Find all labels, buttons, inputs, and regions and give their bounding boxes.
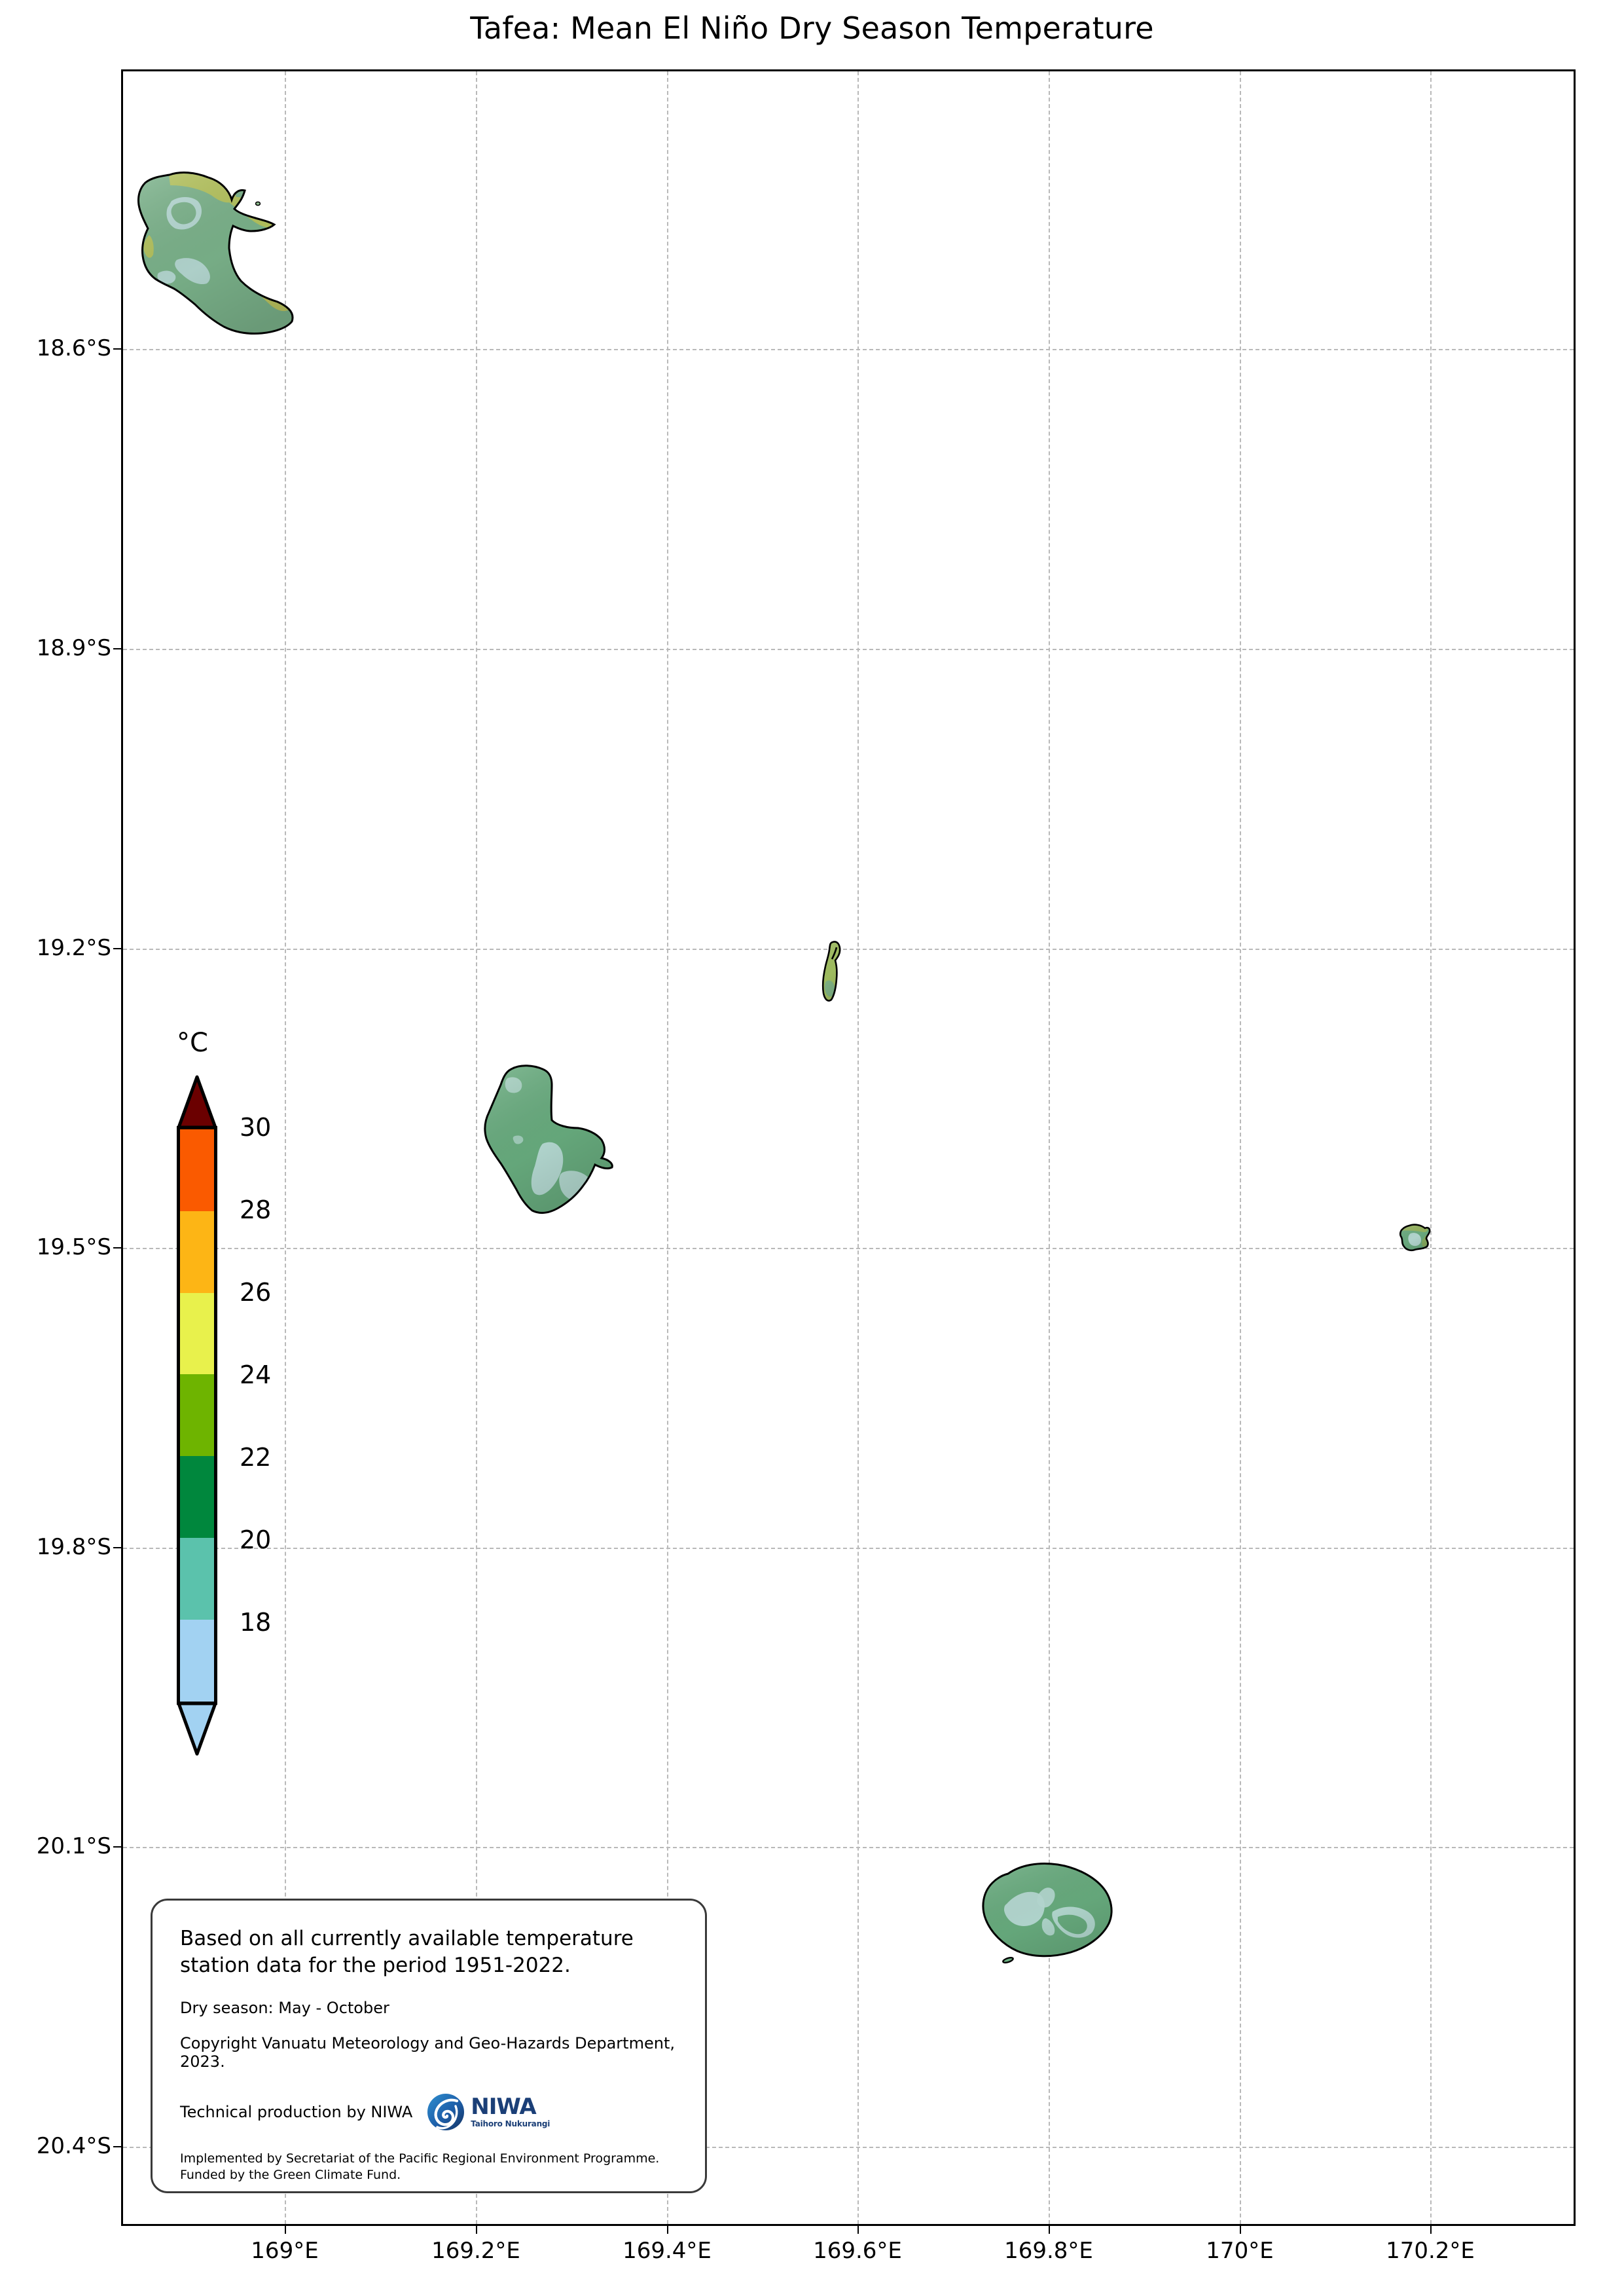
xtick-mark: [1049, 2226, 1050, 2234]
island-tanna: [484, 1065, 613, 1214]
ytick-mark: [113, 1846, 121, 1848]
gridline-horizontal: [123, 349, 1574, 350]
ytick-mark: [113, 1547, 121, 1548]
ytick-label: 19.2°S: [36, 935, 111, 961]
xtick-mark: [857, 2226, 859, 2234]
info-technical-text: Technical production by NIWA: [180, 2102, 413, 2121]
info-box: Based on all currently available tempera…: [151, 1899, 707, 2193]
xtick-mark: [667, 2226, 668, 2234]
page-title: Tafea: Mean El Niño Dry Season Temperatu…: [470, 10, 1154, 46]
island-aniwa: [821, 941, 841, 1002]
niwa-mark-icon: [427, 2093, 465, 2130]
xtick-label: 169.2°E: [431, 2238, 520, 2264]
niwa-logo: NIWA Taihoro Nukurangi: [427, 2093, 550, 2131]
info-main-text: Based on all currently available tempera…: [180, 1927, 634, 1977]
ytick-label: 19.8°S: [36, 1534, 111, 1560]
xtick-label: 169.8°E: [1004, 2238, 1093, 2264]
colorbar-tick-28: 28: [240, 1195, 272, 1224]
ytick-label: 20.1°S: [36, 1833, 111, 1859]
ytick-mark: [113, 948, 121, 949]
gridline-horizontal: [123, 649, 1574, 650]
xtick-label: 169°E: [251, 2238, 319, 2264]
colorbar-band-24-26: [180, 1292, 214, 1375]
ytick-label: 20.4°S: [36, 2133, 111, 2159]
xtick-mark: [1430, 2226, 1432, 2234]
niwa-word: NIWA: [471, 2094, 536, 2121]
colorbar-tick-26: 26: [240, 1278, 272, 1307]
xtick-label: 170°E: [1206, 2238, 1274, 2264]
ytick-mark: [113, 2146, 121, 2147]
gridline-horizontal: [123, 949, 1574, 950]
gridline-vertical: [667, 71, 668, 2224]
xtick-label: 170.2°E: [1386, 2238, 1475, 2264]
colorbar-unit-label: °C: [177, 1028, 208, 1058]
colorbar-tick-22: 22: [240, 1443, 272, 1472]
niwa-tagline: Taihoro Nukurangi: [471, 2119, 550, 2129]
colorbar-tick-24: 24: [240, 1360, 272, 1389]
ytick-label: 18.9°S: [36, 635, 111, 661]
ytick-mark: [113, 648, 121, 649]
island-erromango: [137, 172, 294, 335]
colorbar-tick-18: 18: [240, 1608, 272, 1637]
colorbar-band-26-28: [180, 1211, 214, 1293]
ytick-label: 19.5°S: [36, 1234, 111, 1260]
colorbar-band-20-22: [180, 1456, 214, 1538]
ytick-mark: [113, 1247, 121, 1248]
colorbar-band-spacer: [180, 1619, 214, 1702]
ytick-mark: [113, 348, 121, 350]
gridline-horizontal: [123, 2147, 1574, 2148]
colorbar-tick-30: 30: [240, 1113, 272, 1142]
colorbar-bottom-arrow: [177, 1702, 217, 1756]
info-copyright-text: Copyright Vanuatu Meteorology and Geo-Ha…: [180, 2033, 675, 2071]
island-futuna: [1399, 1224, 1431, 1252]
gridline-vertical: [476, 71, 477, 2224]
colorbar-tick-20: 20: [240, 1525, 272, 1554]
xtick-label: 169.4°E: [623, 2238, 712, 2264]
info-implemented-text: Implemented by Secretariat of the Pacifi…: [180, 2151, 660, 2183]
niwa-wordmark: NIWA Taihoro Nukurangi: [471, 2096, 550, 2128]
colorbar-band-22-24: [180, 1374, 214, 1457]
xtick-mark: [476, 2226, 477, 2234]
gridline-vertical: [1240, 71, 1241, 2224]
map-plot-area[interactable]: [121, 69, 1576, 2226]
island-islet-erromango-ne: [255, 201, 261, 206]
colorbar-top-arrow: [177, 1075, 217, 1129]
ytick-label: 18.6°S: [36, 335, 111, 361]
colorbar-band-28-30: [180, 1129, 214, 1211]
colorbar-band-18-20: [180, 1537, 214, 1620]
island-aneityum: [982, 1863, 1113, 1963]
xtick-mark: [1240, 2226, 1241, 2234]
gridline-vertical: [1049, 71, 1050, 2224]
info-dry-season-text: Dry season: May - October: [180, 1998, 389, 2017]
gridline-horizontal: [123, 1548, 1574, 1549]
gridline-vertical: [857, 71, 859, 2224]
colorbar-body[interactable]: [177, 1126, 217, 1705]
xtick-label: 169.6°E: [813, 2238, 902, 2264]
colorbar-legend[interactable]: °C 30 28 26 24 22 20 18: [161, 1028, 357, 1813]
gridline-vertical: [285, 71, 286, 2224]
gridline-horizontal: [123, 1248, 1574, 1249]
gridline-vertical: [1430, 71, 1432, 2224]
gridline-horizontal: [123, 1847, 1574, 1848]
xtick-mark: [285, 2226, 286, 2234]
info-technical-row: Technical production by NIWA NIWA Taihor…: [180, 2093, 677, 2131]
